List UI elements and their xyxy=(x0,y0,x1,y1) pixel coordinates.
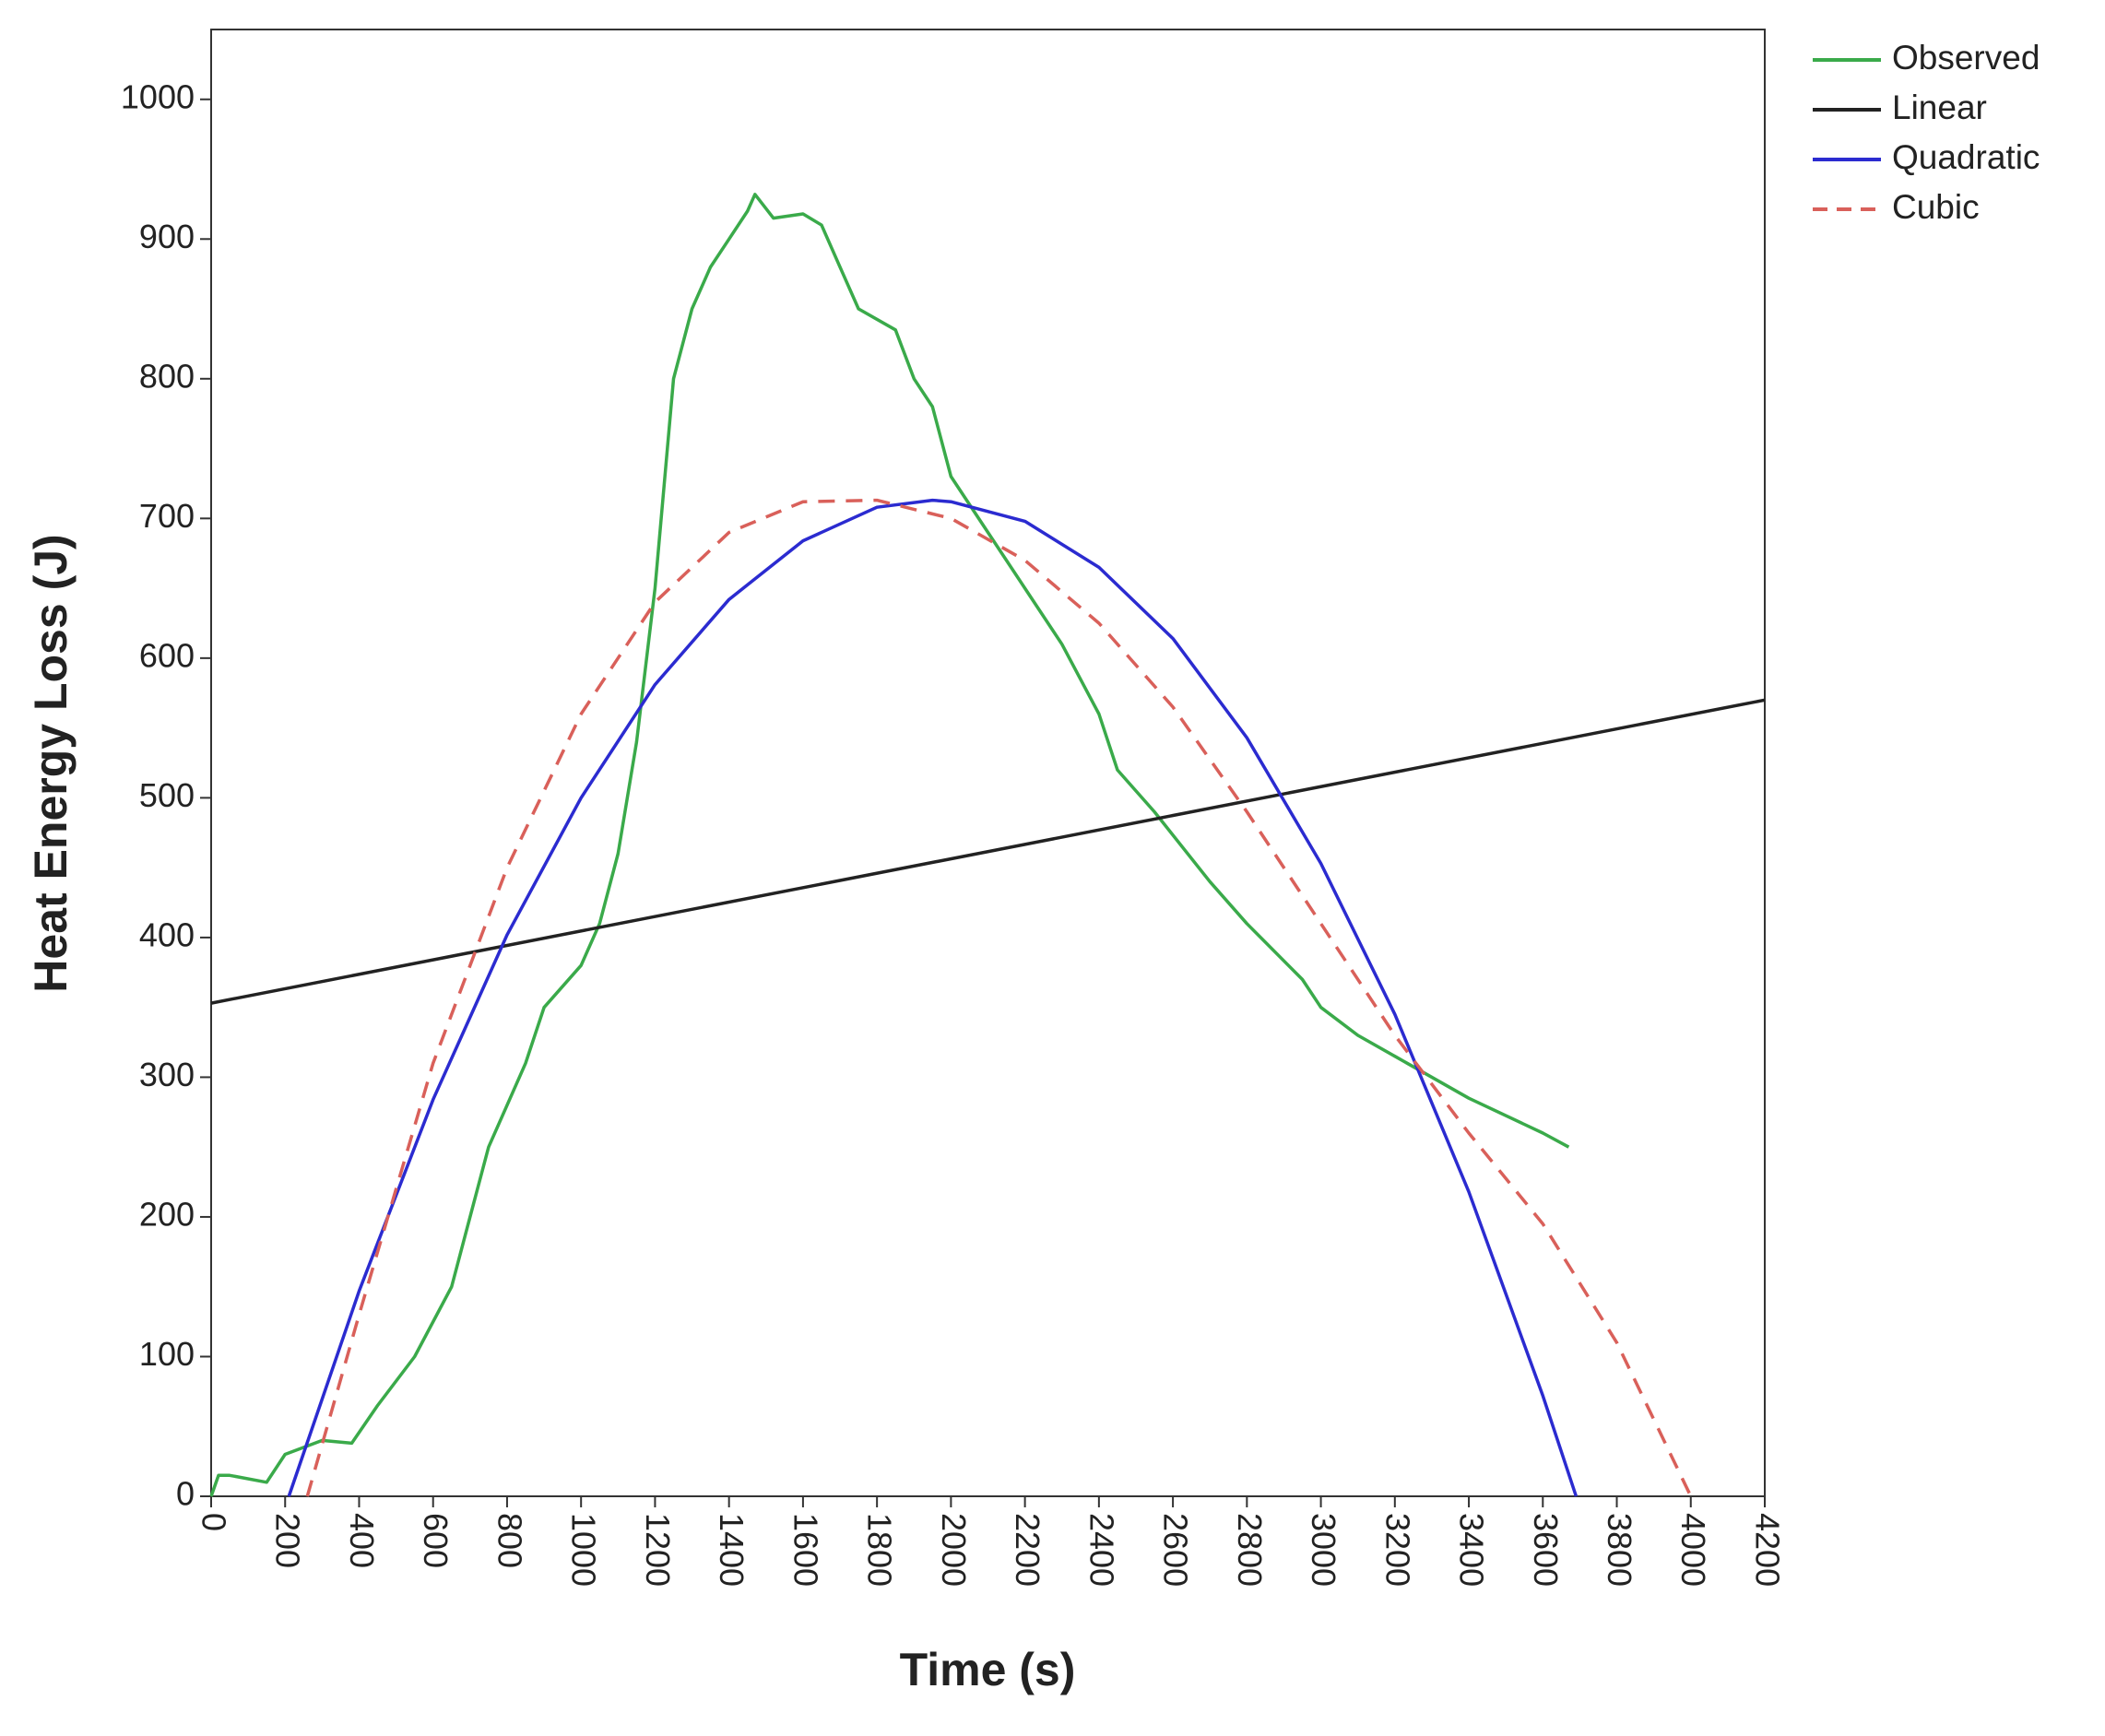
x-tick-label: 400 xyxy=(343,1513,381,1568)
legend-label: Quadratic xyxy=(1892,138,2040,176)
x-tick-label: 3000 xyxy=(1305,1513,1342,1587)
x-axis-title: Time (s) xyxy=(900,1644,1076,1695)
x-tick-label: 1000 xyxy=(565,1513,603,1587)
y-tick-label: 900 xyxy=(139,218,195,255)
x-tick-label: 2000 xyxy=(935,1513,973,1587)
x-tick-label: 600 xyxy=(417,1513,455,1568)
x-tick-label: 3200 xyxy=(1378,1513,1416,1587)
series-line xyxy=(287,498,1579,1497)
y-axis-title: Heat Energy Loss (J) xyxy=(25,534,77,992)
x-tick-label: 2400 xyxy=(1082,1513,1120,1587)
x-tick-label: 800 xyxy=(491,1513,528,1568)
y-tick-label: 1000 xyxy=(121,77,195,115)
legend-label: Observed xyxy=(1892,39,2040,77)
x-tick-label: 2600 xyxy=(1157,1513,1195,1587)
legend-label: Cubic xyxy=(1892,188,1980,226)
x-tick-label: 1800 xyxy=(861,1513,899,1587)
x-tick-label: 0 xyxy=(195,1513,232,1531)
x-tick-label: 3800 xyxy=(1601,1513,1638,1587)
legend-label: Linear xyxy=(1892,89,1987,126)
y-tick-label: 300 xyxy=(139,1056,195,1093)
y-tick-label: 0 xyxy=(176,1475,195,1513)
x-tick-label: 2800 xyxy=(1231,1513,1269,1587)
series-line xyxy=(305,498,1693,1497)
series-line xyxy=(210,698,1766,1005)
x-tick-label: 200 xyxy=(269,1513,307,1568)
y-tick-label: 700 xyxy=(139,497,195,535)
x-tick-label: 4200 xyxy=(1748,1513,1786,1587)
x-tick-label: 1400 xyxy=(713,1513,751,1587)
x-tick-label: 4000 xyxy=(1674,1513,1712,1587)
x-tick-label: 2200 xyxy=(1009,1513,1047,1587)
x-tick-label: 1600 xyxy=(786,1513,824,1587)
y-tick-label: 100 xyxy=(139,1335,195,1373)
x-tick-label: 3400 xyxy=(1453,1513,1491,1587)
y-tick-label: 400 xyxy=(139,915,195,953)
y-tick-label: 800 xyxy=(139,357,195,395)
y-tick-label: 600 xyxy=(139,636,195,674)
x-tick-label: 3600 xyxy=(1527,1513,1565,1587)
y-tick-label: 200 xyxy=(139,1195,195,1233)
series-line xyxy=(209,193,1570,1497)
plot-frame xyxy=(210,29,1766,1497)
x-tick-label: 1200 xyxy=(639,1513,677,1587)
y-tick-label: 500 xyxy=(139,776,195,814)
